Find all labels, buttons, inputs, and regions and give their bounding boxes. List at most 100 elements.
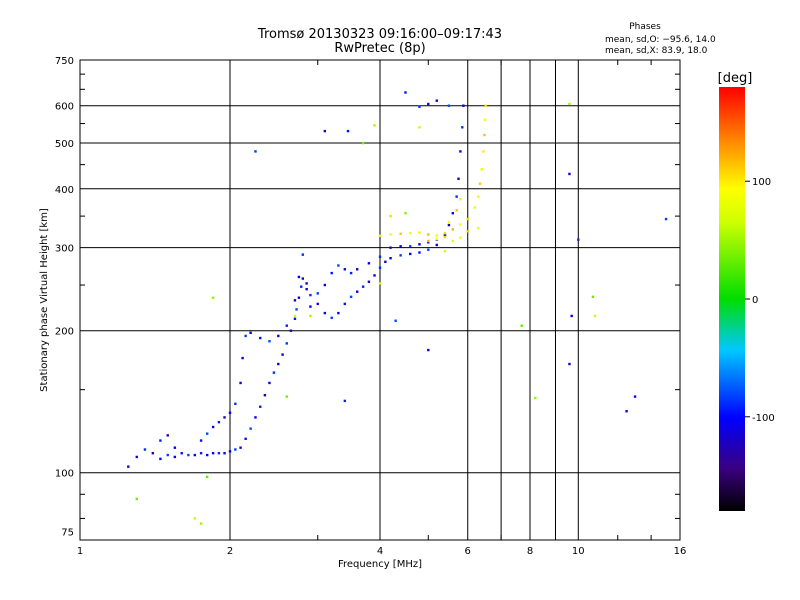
data-point-O — [244, 437, 247, 441]
data-point-O — [323, 311, 327, 315]
data-point-O — [418, 243, 421, 246]
data-point-O — [384, 260, 387, 264]
data-point-O — [462, 104, 465, 107]
data-point-O — [427, 102, 430, 106]
data-point-O — [193, 453, 197, 457]
data-point-O — [455, 195, 458, 198]
data-point-X — [378, 234, 382, 237]
data-point-O — [166, 434, 169, 437]
y-tick-label: 750 — [55, 56, 74, 67]
data-point-O — [180, 451, 183, 455]
data-point-O — [293, 317, 297, 320]
data-point-O — [394, 319, 397, 322]
data-point-O — [239, 381, 242, 385]
data-point-O — [249, 331, 252, 334]
data-point-O — [254, 416, 257, 419]
data-point-O — [309, 293, 312, 297]
data-point-other — [593, 314, 597, 318]
data-point-O — [305, 287, 308, 291]
colorbar-label: [deg] — [718, 71, 753, 86]
data-point-O — [316, 292, 319, 295]
y-tick-label: 200 — [55, 327, 74, 338]
data-point-O — [409, 245, 412, 248]
data-point-other — [211, 296, 215, 299]
data-point-other — [404, 212, 407, 215]
data-point-O — [349, 271, 353, 275]
data-point-O — [435, 99, 438, 102]
data-point-O — [187, 453, 190, 457]
data-point-other — [568, 102, 571, 106]
data-point-other — [285, 395, 288, 398]
data-point-O — [159, 439, 162, 442]
data-point-O — [447, 104, 451, 107]
data-point-O — [217, 451, 221, 455]
data-point-O — [399, 245, 402, 248]
data-point-O — [223, 451, 226, 455]
data-point-O — [389, 256, 392, 260]
data-point-O — [173, 446, 177, 449]
data-point-X — [447, 220, 451, 224]
chart-title: Tromsø 20130323 09:16:00–09:17:43 — [257, 27, 502, 42]
colorbar-tick-label: -100 — [752, 413, 775, 424]
data-point-X — [435, 237, 438, 241]
data-point-O — [244, 334, 247, 338]
x-tick-label: 1 — [77, 546, 83, 557]
data-point-O — [330, 271, 333, 275]
data-point-O — [459, 150, 462, 153]
data-point-O — [427, 241, 430, 244]
data-point-O — [259, 336, 262, 340]
data-point-O — [355, 268, 359, 271]
data-point-X — [459, 236, 462, 239]
data-point-O — [151, 451, 155, 455]
data-point-O — [173, 455, 177, 459]
data-point-X — [443, 235, 447, 239]
data-point-X — [466, 217, 469, 221]
y-tick-label: 400 — [55, 185, 74, 196]
data-point-X — [451, 228, 455, 231]
data-point-O — [199, 439, 203, 442]
phase-info-header: Phases — [629, 22, 661, 32]
data-point-X — [473, 206, 477, 209]
data-point-O — [418, 251, 421, 254]
data-point-X — [478, 182, 482, 185]
data-point-O — [285, 342, 288, 345]
data-point-O — [323, 129, 327, 133]
data-point-other — [205, 475, 209, 479]
data-point-X — [477, 195, 480, 198]
data-point-X — [466, 230, 469, 233]
data-point-other — [443, 249, 447, 253]
colorbar-tick-label: 100 — [752, 177, 771, 188]
data-point-X — [418, 231, 421, 234]
data-point-O — [457, 177, 460, 180]
data-point-O — [343, 268, 347, 271]
data-point-O — [259, 405, 262, 408]
data-point-X — [459, 198, 462, 201]
data-point-O — [205, 432, 209, 435]
data-point-other — [418, 126, 421, 129]
data-point-X — [443, 231, 447, 235]
tick-labels-layer: 1 2 4 6 8 10 16 75 100 200 300 400 500 600 750 — [55, 56, 686, 557]
data-point-O — [316, 302, 319, 306]
data-point-O — [568, 172, 571, 176]
data-point-O — [228, 411, 232, 414]
data-point-O — [389, 246, 392, 249]
y-axis-label: Stationary phase Virtual Height [km] — [39, 208, 50, 392]
data-point-O — [427, 348, 430, 352]
data-point-O — [166, 453, 169, 457]
data-point-O — [268, 381, 271, 385]
data-point-O — [228, 450, 232, 453]
x-tick-label: 16 — [674, 546, 687, 557]
data-point-O — [297, 296, 301, 299]
data-point-X — [484, 104, 487, 107]
data-point-O — [343, 399, 347, 403]
phase-info-o: mean, sd,O: −95.6, 14.0 — [605, 35, 716, 45]
data-point-other — [373, 124, 376, 127]
y-tick-label: 500 — [55, 139, 74, 150]
data-point-O — [295, 308, 298, 311]
data-point-other — [534, 396, 537, 400]
colorbar-ticks: -100 0 100 — [745, 177, 775, 424]
y-tick-label: 600 — [55, 102, 74, 113]
data-point-O — [199, 451, 203, 455]
data-point-O — [289, 329, 293, 332]
data-point-O — [625, 410, 628, 413]
